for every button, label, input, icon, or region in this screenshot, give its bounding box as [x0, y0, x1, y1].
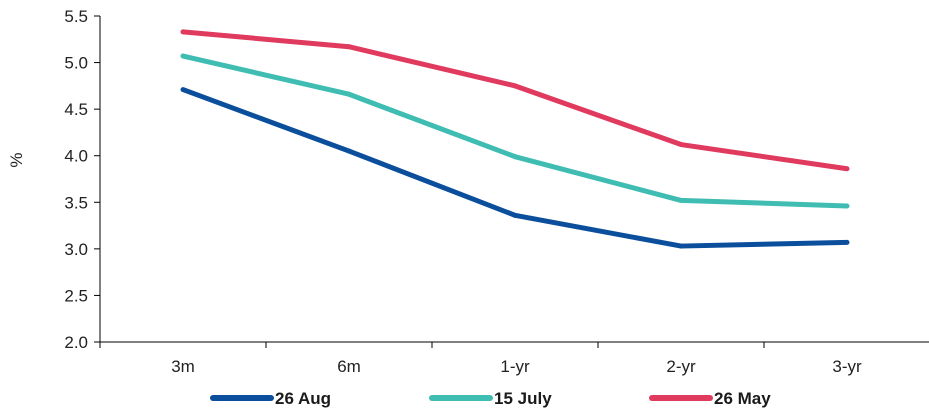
- y-tick-label: 5.5: [64, 7, 88, 26]
- data-point: [844, 203, 850, 209]
- y-tick-label: 3.5: [64, 193, 88, 212]
- series-line: [182, 87, 848, 249]
- y-tick-label: 4.5: [64, 100, 88, 119]
- legend-label: 26 May: [714, 389, 771, 408]
- legend-label: 26 Aug: [275, 389, 331, 408]
- data-point: [844, 239, 850, 245]
- legend-label: 15 July: [494, 389, 552, 408]
- data-point: [678, 243, 684, 249]
- legend: 26 Aug 15 July 26 May: [210, 389, 771, 408]
- x-tick-label: 2-yr: [666, 357, 696, 376]
- data-point: [346, 148, 352, 154]
- series-line: [182, 53, 848, 209]
- y-tick-label: 2.0: [64, 333, 88, 352]
- data-point: [180, 29, 186, 35]
- x-axis: 3m 6m 1-yr 2-yr 3-yr: [99, 341, 929, 376]
- x-tick-label: 6m: [337, 357, 361, 376]
- data-point: [180, 87, 186, 93]
- y-tick-label: 3.0: [64, 240, 88, 259]
- series-line: [182, 29, 848, 172]
- data-point: [678, 142, 684, 148]
- data-point: [678, 197, 684, 203]
- y-tick-label: 4.0: [64, 147, 88, 166]
- y-tick-label: 2.5: [64, 286, 88, 305]
- data-point: [180, 53, 186, 59]
- data-point: [346, 91, 352, 97]
- data-point: [512, 154, 518, 160]
- y-tick-label: 5.0: [64, 54, 88, 73]
- data-point: [512, 83, 518, 89]
- x-tick-label: 1-yr: [500, 357, 530, 376]
- y-axis: 2.0 2.5 3.0 3.5 4.0 4.5 5.0 5.5: [64, 7, 101, 352]
- y-axis-title: %: [7, 152, 26, 167]
- x-tick-label: 3m: [171, 357, 195, 376]
- data-point: [512, 212, 518, 218]
- data-point: [844, 166, 850, 172]
- data-point: [346, 44, 352, 50]
- series-layer: [180, 29, 850, 249]
- x-tick-label: 3-yr: [832, 357, 862, 376]
